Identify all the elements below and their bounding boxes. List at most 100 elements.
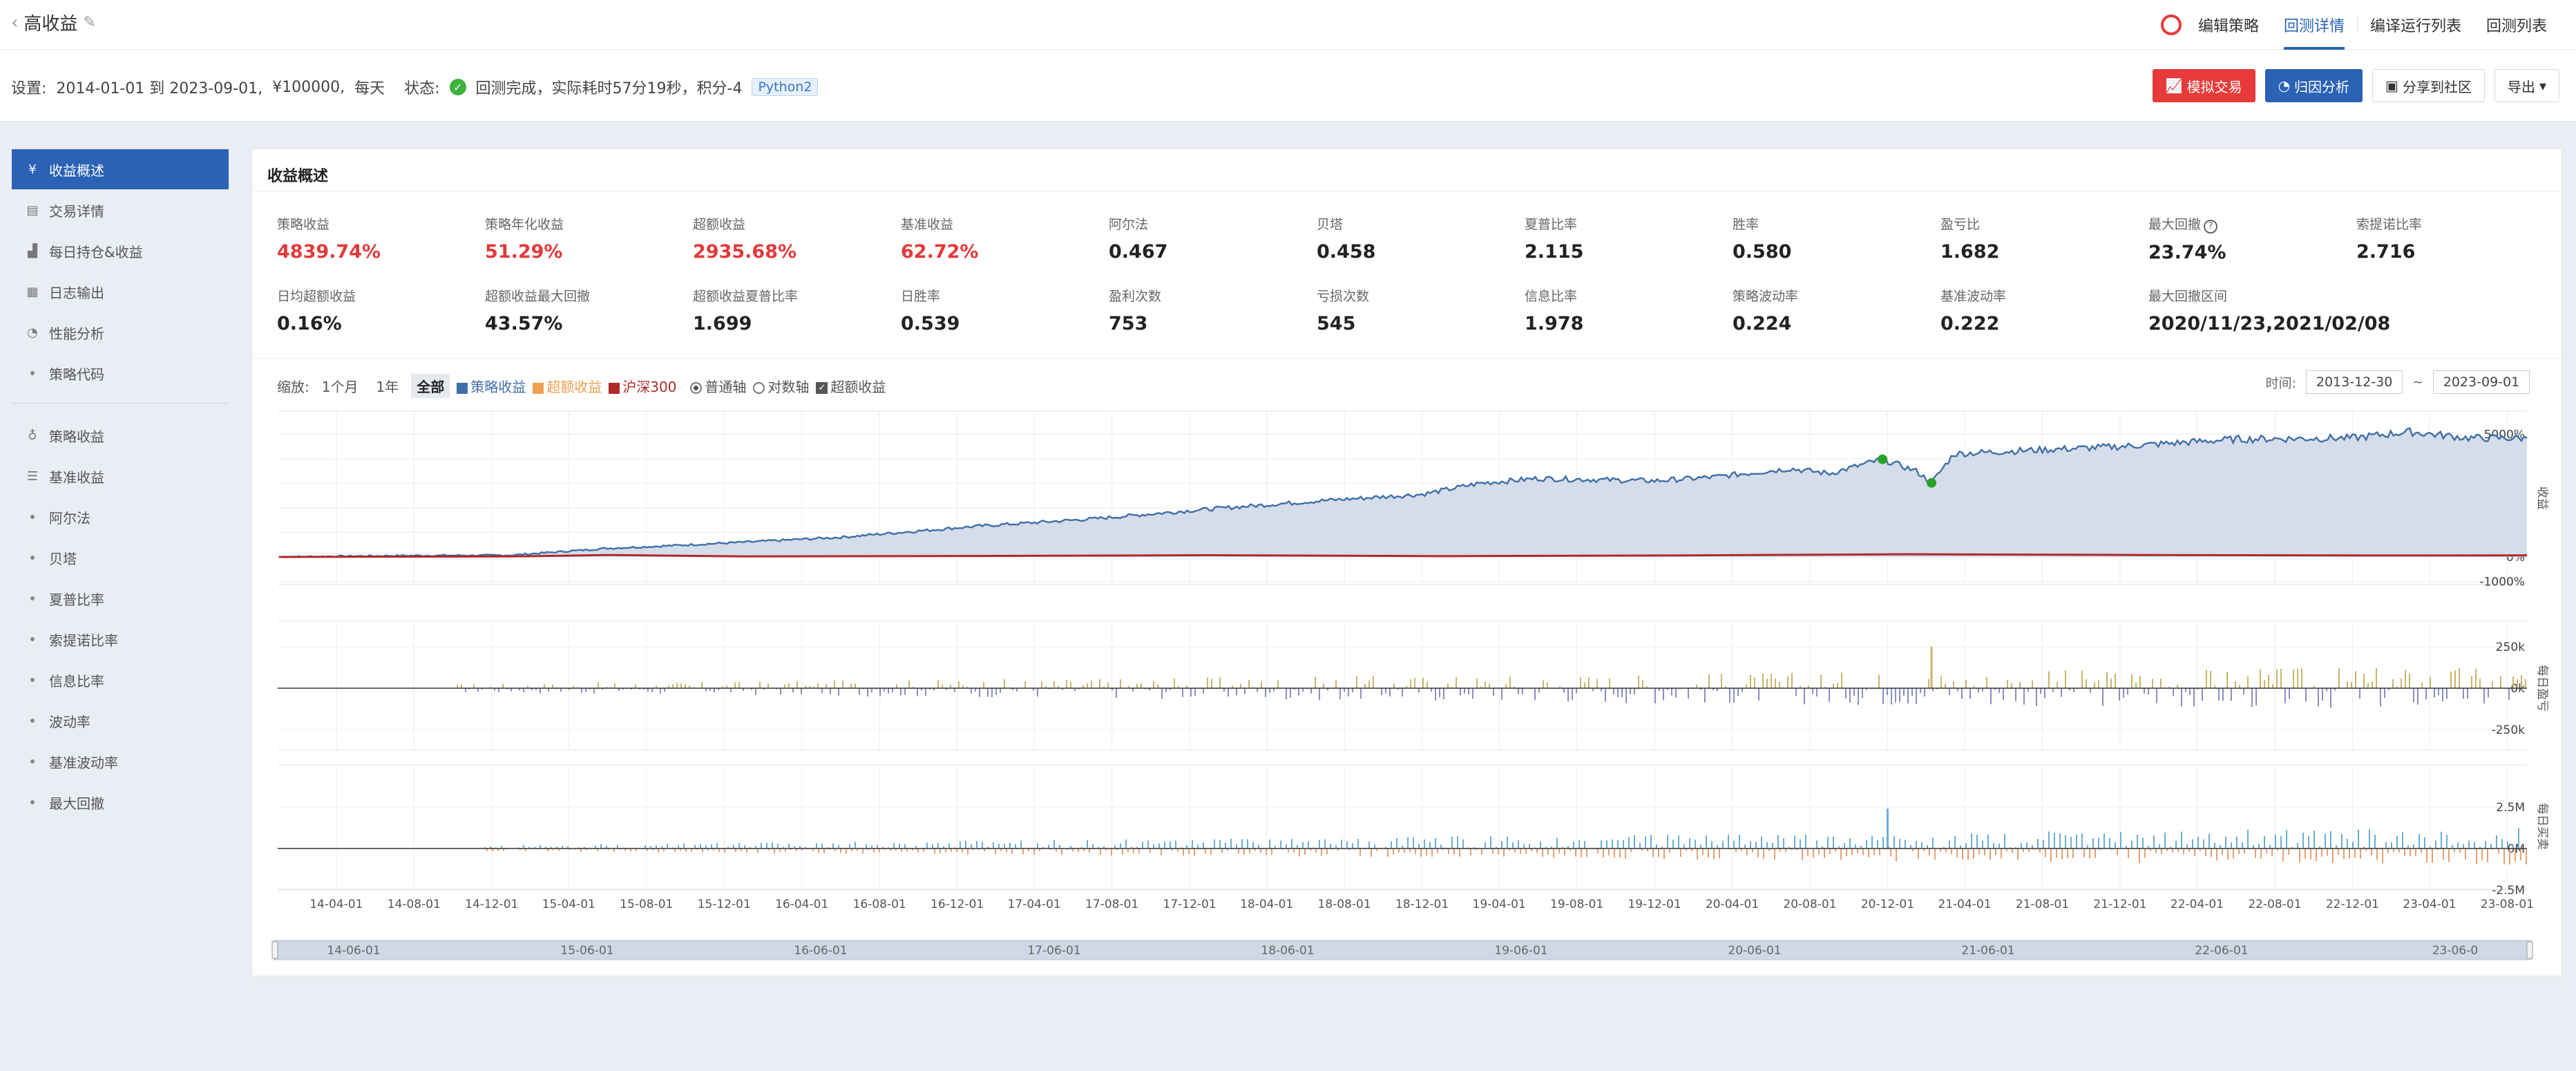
legend-excess-return[interactable]: 超额收益 <box>533 376 602 396</box>
sidebar-item-benchmark-return[interactable]: ☰ 基准收益 <box>12 456 229 496</box>
x-tick-label: 20-12-01 <box>1861 898 1914 911</box>
zoom-1-year[interactable]: 1年 <box>376 379 399 395</box>
excess-return-checkbox[interactable]: ✓ 超额收益 <box>816 376 886 396</box>
nav-edit-strategy[interactable]: 编辑策略 <box>2197 18 2259 35</box>
bullet-dot <box>30 719 35 723</box>
strategy-name: 高收益 <box>23 14 78 35</box>
sidebar-item-label: 每日持仓&收益 <box>49 243 143 260</box>
action-buttons: 📈 模拟交易 ◔ 归因分析 ▣ 分享到社区 导出 ▾ <box>2152 69 2559 102</box>
y-axis-label: 每日买卖 <box>2535 803 2549 850</box>
metric-label: 基准波动率 <box>1940 289 2007 304</box>
metric-value: 23.74% <box>2148 242 2226 263</box>
sidebar-item-strategy-return[interactable]: ♁ 策略收益 <box>12 415 229 455</box>
sidebar-item-volatility[interactable]: 波动率 <box>12 701 229 741</box>
nav-backtest-detail[interactable]: 回测详情 <box>2271 0 2357 50</box>
back-chevron-icon[interactable]: ‹ <box>11 12 19 33</box>
simulate-trading-button[interactable]: 📈 模拟交易 <box>2152 69 2255 102</box>
sidebar-item-label: 基准波动率 <box>49 754 118 771</box>
sidebar-item-beta[interactable]: 贝塔 <box>12 538 229 578</box>
end-date-input[interactable]: 2023-09-01 <box>2433 370 2530 394</box>
metric-label: 日均超额收益 <box>277 289 356 304</box>
simulate-trading-label: 模拟交易 <box>2186 78 2242 95</box>
metric-annual-return: 策略年化收益 51.29% <box>485 214 692 263</box>
x-tick-label: 19-08-01 <box>1550 898 1603 911</box>
sidebar-item-sortino[interactable]: 索提诺比率 <box>12 619 229 659</box>
metric-label: 夏普比率 <box>1525 217 1578 232</box>
metric-daily-win-rate: 日胜率 0.539 <box>901 286 1108 334</box>
edit-pencil-icon[interactable]: ✎ <box>83 14 96 31</box>
normal-axis-radio[interactable]: 普通轴 <box>690 376 746 396</box>
metric-value: 0.580 <box>1733 241 1792 263</box>
navigator-tick-label: 21-06-01 <box>1961 944 2014 958</box>
sidebar-item-label: 基准收益 <box>49 468 104 486</box>
metric-value: 62.72% <box>901 241 979 263</box>
log-axis-label: 对数轴 <box>767 379 810 395</box>
help-icon[interactable]: ? <box>2204 220 2218 234</box>
nav-compile-run-list[interactable]: 编译运行列表 <box>2369 18 2461 35</box>
legend-csi300[interactable]: 沪深300 <box>609 376 676 396</box>
settings-label: 设置: <box>11 80 47 97</box>
sidebar-item-max-drawdown[interactable]: 最大回撤 <box>12 782 229 822</box>
sidebar-item-sharpe[interactable]: 夏普比率 <box>12 578 229 618</box>
metric-label: 日胜率 <box>901 289 941 304</box>
radio-selected-icon <box>690 382 703 394</box>
navigator-handle-left <box>271 941 278 959</box>
drawdown-marker <box>1878 454 1888 464</box>
strategy-return-area <box>278 428 2527 558</box>
navigator-tick-label: 16-06-01 <box>794 944 847 958</box>
export-dropdown[interactable]: 导出 ▾ <box>2494 69 2559 102</box>
sidebar-item-alpha[interactable]: 阿尔法 <box>12 497 229 537</box>
sidebar-item-label: 策略代码 <box>49 366 104 383</box>
sidebar-item-return-overview[interactable]: ¥ 收益概述 <box>12 149 229 189</box>
metric-label: 最大回撤区间 <box>2148 289 2228 304</box>
metric-max-drawdown-period: 最大回撤区间 2020/11/23,2021/02/08 <box>2148 286 2425 334</box>
share-community-button[interactable]: ▣ 分享到社区 <box>2372 69 2485 102</box>
zoom-1-month[interactable]: 1个月 <box>321 379 359 395</box>
metric-value: 0.222 <box>1940 313 2000 334</box>
log-axis-radio[interactable]: 对数轴 <box>753 376 809 396</box>
x-tick-label: 22-04-01 <box>2170 898 2224 911</box>
x-tick-label: 21-08-01 <box>2016 898 2069 911</box>
sidebar-item-label: 波动率 <box>49 713 90 730</box>
legend-label: 超额收益 <box>546 379 602 395</box>
x-tick-label: 18-08-01 <box>1318 898 1371 911</box>
database-icon: ☰ <box>26 468 39 484</box>
return-chart[interactable]: 14-04-01 14-08-01 14-12-01 15-04-01 15-08-01… <box>252 149 2563 977</box>
sidebar-item-strategy-code[interactable]: 策略代码 <box>12 353 229 393</box>
sidebar-item-log-output[interactable]: ▦ 日志输出 <box>12 272 229 312</box>
metric-beta: 贝塔 0.458 <box>1317 214 1524 263</box>
start-date-input[interactable]: 2013-12-30 <box>2306 370 2403 394</box>
metric-value: 0.16% <box>277 313 342 334</box>
sidebar-item-trade-details[interactable]: ▤ 交易详情 <box>12 190 229 230</box>
sidebar-item-information-ratio[interactable]: 信息比率 <box>12 660 229 700</box>
sidebar-item-daily-positions[interactable]: ▟ 每日持仓&收益 <box>12 231 229 271</box>
y-tick-label: -250k <box>2492 723 2526 737</box>
attribution-analysis-label: 归因分析 <box>2294 78 2350 95</box>
yen-icon: ¥ <box>28 162 37 177</box>
metric-value: 2.115 <box>1525 241 1584 263</box>
metric-label: 最大回撤? <box>2148 214 2356 234</box>
bullet-dot <box>30 556 35 560</box>
y-tick-label: -1000% <box>2479 576 2525 589</box>
sidebar-item-benchmark-volatility[interactable]: 基准波动率 <box>12 741 229 781</box>
legend-label: 策略收益 <box>470 379 526 395</box>
metric-profit-count: 盈利次数 753 <box>1109 286 1316 334</box>
settings-frequency: 每天 <box>354 80 385 97</box>
sidebar-item-label: 策略收益 <box>49 428 104 445</box>
attribution-analysis-button[interactable]: ◔ 归因分析 <box>2264 69 2363 102</box>
sidebar-item-performance[interactable]: ◔ 性能分析 <box>12 312 229 352</box>
metric-label: 超额收益夏普比率 <box>693 289 799 304</box>
metric-label: 盈亏比 <box>1940 217 1981 232</box>
strategy-return-line <box>278 427 2528 558</box>
x-tick-label: 19-04-01 <box>1473 898 1526 911</box>
bullet-dot <box>30 678 35 682</box>
metric-value: 1.682 <box>1940 241 2000 263</box>
x-tick-label: 16-04-01 <box>775 898 828 911</box>
zoom-all[interactable]: 全部 <box>411 374 450 398</box>
range-navigator <box>273 940 2532 960</box>
legend-strategy-return[interactable]: 策略收益 <box>457 376 526 396</box>
navigator-tick-label: 17-06-01 <box>1027 944 1080 958</box>
bulb-icon: ♁ <box>28 428 37 443</box>
metric-label: 索提诺比率 <box>2356 217 2423 232</box>
nav-backtest-list[interactable]: 回测列表 <box>2486 18 2547 35</box>
